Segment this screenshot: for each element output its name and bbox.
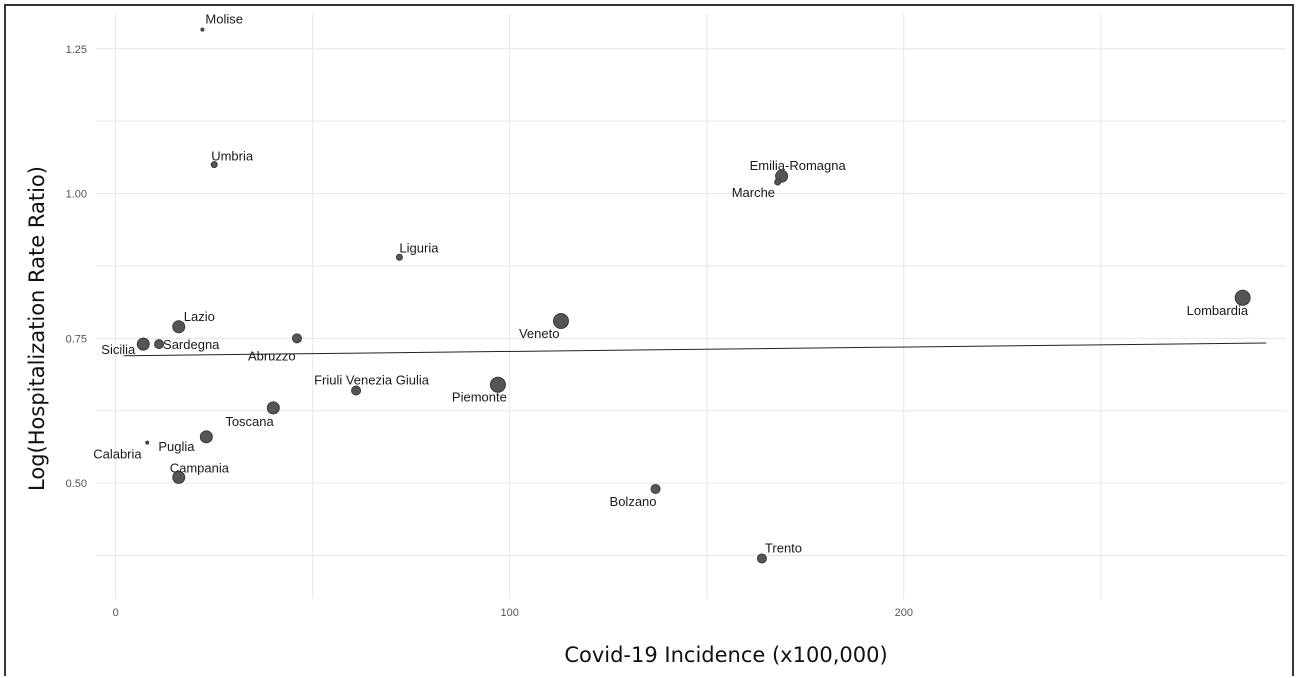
point-calabria <box>145 440 150 445</box>
point-molise <box>200 27 205 32</box>
x-tick-label: 0 <box>113 607 119 619</box>
label-toscana: Toscana <box>225 414 274 429</box>
label-abruzzo: Abruzzo <box>248 348 296 363</box>
point-friuli-venezia-giulia <box>351 385 362 396</box>
label-veneto: Veneto <box>519 326 560 341</box>
label-sardegna: Sardegna <box>163 337 220 352</box>
label-piemonte: Piemonte <box>452 390 507 405</box>
point-liguria <box>395 253 403 261</box>
label-friuli-venezia-giulia: Friuli Venezia Giulia <box>314 372 430 387</box>
label-molise: Molise <box>205 12 243 27</box>
label-campania: Campania <box>170 460 230 475</box>
label-bolzano: Bolzano <box>610 494 657 509</box>
point-campania <box>172 470 186 484</box>
y-tick-label: 0.50 <box>66 478 87 490</box>
data-points <box>136 27 1251 564</box>
label-marche: Marche <box>732 185 775 200</box>
y-tick-label: 1.00 <box>66 189 87 201</box>
label-lazio: Lazio <box>184 309 215 324</box>
point-bolzano <box>650 483 661 494</box>
point-lombardia <box>1234 289 1251 306</box>
label-emilia-romagna: Emilia-Romagna <box>750 158 847 173</box>
chart-frame: 0 100 200 0.50 0.75 1.00 1.25 Molise Umbria Emil… <box>4 4 1294 676</box>
x-tick-label: 100 <box>501 607 519 619</box>
point-piemonte <box>489 376 506 393</box>
point-umbria <box>210 161 218 169</box>
grid <box>96 14 1286 599</box>
label-calabria: Calabria <box>93 447 142 462</box>
label-lombardia: Lombardia <box>1187 303 1249 318</box>
point-puglia <box>199 430 213 444</box>
label-trento: Trento <box>765 540 802 555</box>
tick-labels: 0 100 200 0.50 0.75 1.00 1.25 <box>66 44 913 619</box>
scatter-chart: 0 100 200 0.50 0.75 1.00 1.25 Molise Umbria Emil… <box>25 12 1286 667</box>
point-abruzzo <box>291 333 302 344</box>
point-toscana <box>266 401 280 415</box>
x-tick-label: 200 <box>895 607 913 619</box>
y-tick-label: 0.75 <box>66 333 87 345</box>
point-sicilia <box>136 337 150 351</box>
point-marche <box>774 178 782 186</box>
point-labels: Molise Umbria Emilia-Romagna Marche Liguria L… <box>93 12 1249 556</box>
x-axis-title: Covid-19 Incidence (x100,000) <box>564 643 887 667</box>
point-veneto <box>552 312 569 329</box>
regression-line <box>123 342 1267 357</box>
label-liguria: Liguria <box>399 240 439 255</box>
y-tick-label: 1.25 <box>66 44 87 56</box>
label-sicilia: Sicilia <box>101 342 136 357</box>
y-axis-title: Log(Hospitalization Rate Ratio) <box>25 166 49 491</box>
point-sardegna <box>154 339 165 350</box>
point-trento <box>756 553 767 564</box>
label-umbria: Umbria <box>211 149 254 164</box>
point-lazio <box>172 320 186 334</box>
label-puglia: Puglia <box>158 439 195 454</box>
